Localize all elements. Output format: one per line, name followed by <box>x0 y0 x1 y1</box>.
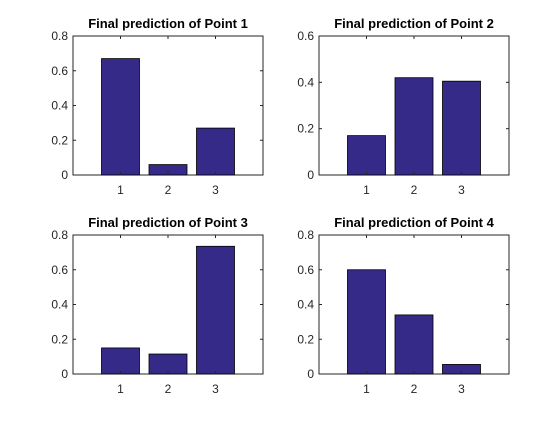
y-tick-label: 0.4 <box>51 99 68 113</box>
subplot-1: 0 0.2 0.4 0.6 0.8 1 2 3 Final prediction of Poin… <box>51 16 263 197</box>
y-tick-label: 0.8 <box>51 228 68 242</box>
x-tick-label: 1 <box>363 382 370 396</box>
y-tick-label: 0.2 <box>51 133 68 147</box>
y-tick-label: 0.8 <box>51 29 68 43</box>
subplot-3: 0 0.2 0.4 0.6 0.8 1 2 3 Final prediction of Poin… <box>51 215 263 396</box>
bar-3 <box>197 128 235 175</box>
y-tick-label: 0.4 <box>51 298 68 312</box>
bar-1 <box>348 270 386 374</box>
x-tick-label: 2 <box>165 382 172 396</box>
y-tick-label: 0 <box>307 168 314 182</box>
chart-title: Final prediction of Point 2 <box>334 16 494 31</box>
y-tick-label: 0.2 <box>297 122 314 136</box>
x-tick-label: 1 <box>117 183 124 197</box>
y-tick-label: 0 <box>61 168 68 182</box>
y-tick-label: 0.6 <box>297 29 314 43</box>
chart-title: Final prediction of Point 4 <box>334 215 494 230</box>
x-tick-label: 1 <box>363 183 370 197</box>
bar-1 <box>102 59 140 175</box>
y-tick-label: 0.6 <box>51 64 68 78</box>
subplot-4: 0 0.2 0.4 0.6 0.8 1 2 3 Final prediction of Poin… <box>297 215 509 396</box>
y-tick-label: 0 <box>61 367 68 381</box>
bar-3 <box>443 81 481 175</box>
bar-1 <box>102 348 140 374</box>
y-tick-label: 0.2 <box>297 332 314 346</box>
y-tick-label: 0.4 <box>297 75 314 89</box>
bar-1 <box>348 136 386 175</box>
chart-title: Final prediction of Point 3 <box>88 215 248 230</box>
y-tick-label: 0.4 <box>297 298 314 312</box>
x-tick-label: 3 <box>458 382 465 396</box>
bar-3 <box>197 246 235 374</box>
x-tick-label: 2 <box>411 382 418 396</box>
x-tick-label: 3 <box>212 382 219 396</box>
subplot-2: 0 0.2 0.4 0.6 1 2 3 Final prediction of Point 2 <box>297 16 509 197</box>
y-tick-label: 0.6 <box>297 263 314 277</box>
bar-2 <box>395 315 433 374</box>
x-tick-label: 3 <box>458 183 465 197</box>
y-tick-label: 0.2 <box>51 332 68 346</box>
x-tick-label: 1 <box>117 382 124 396</box>
y-tick-label: 0 <box>307 367 314 381</box>
x-tick-label: 3 <box>212 183 219 197</box>
y-tick-label: 0.8 <box>297 228 314 242</box>
y-tick-label: 0.6 <box>51 263 68 277</box>
bar-2 <box>395 78 433 175</box>
x-tick-label: 2 <box>411 183 418 197</box>
x-tick-label: 2 <box>165 183 172 197</box>
chart-title: Final prediction of Point 1 <box>88 16 248 31</box>
